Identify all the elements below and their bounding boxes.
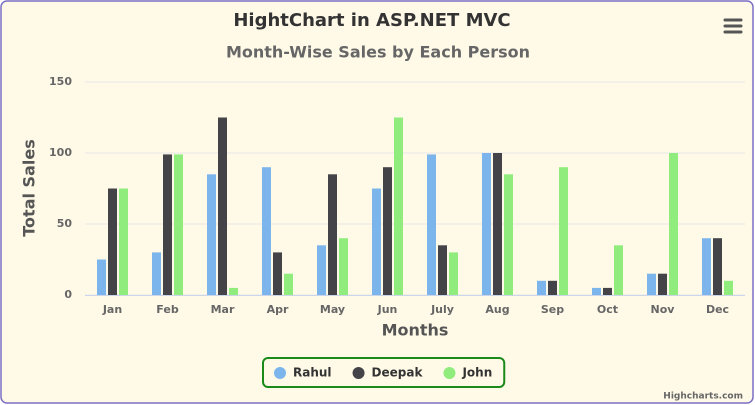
- bar: [394, 117, 403, 295]
- x-tick-label: Feb: [156, 303, 179, 316]
- bar: [97, 259, 106, 295]
- x-tick-label: July: [430, 303, 454, 316]
- menu-button[interactable]: [723, 16, 743, 36]
- x-tick-label: Jan: [102, 303, 122, 316]
- x-axis-title: Months: [382, 321, 449, 340]
- legend-item[interactable]: Rahul: [274, 366, 332, 380]
- x-tick-label: Mar: [211, 303, 235, 316]
- bar: [427, 154, 436, 295]
- bar: [647, 273, 656, 295]
- x-tick-label: Apr: [267, 303, 289, 316]
- bar: [724, 280, 733, 295]
- bar: [383, 167, 392, 295]
- x-tick-label: Oct: [597, 303, 618, 316]
- x-tick-label: Dec: [706, 303, 729, 316]
- bar: [372, 188, 381, 295]
- bar: [317, 245, 326, 295]
- legend-symbol[interactable]: [443, 367, 456, 379]
- legend-item[interactable]: Deepak: [352, 366, 424, 380]
- bar: [559, 167, 568, 295]
- y-tick-label: 0: [64, 288, 72, 301]
- bar: [713, 238, 722, 295]
- bar: [339, 238, 348, 295]
- bar: [603, 287, 612, 295]
- y-tick-label: 100: [49, 146, 72, 159]
- legend-label[interactable]: John: [461, 366, 492, 380]
- bar: [449, 252, 458, 295]
- chart-title: HightChart in ASP.NET MVC: [233, 10, 510, 31]
- bar: [229, 287, 238, 295]
- bar: [592, 287, 601, 295]
- menu-icon[interactable]: [723, 18, 743, 34]
- legend-symbol[interactable]: [352, 367, 365, 379]
- bar: [537, 280, 546, 295]
- credits[interactable]: Highcharts.com: [663, 392, 743, 402]
- legend: Rahul Deepak John: [262, 357, 506, 388]
- bar: [669, 153, 678, 295]
- bar: [328, 174, 337, 295]
- bar: [163, 154, 172, 295]
- legend-item[interactable]: John: [443, 366, 492, 380]
- bar: [119, 188, 128, 295]
- bar: [207, 174, 216, 295]
- y-tick-label: 50: [57, 217, 73, 230]
- bar: [702, 238, 711, 295]
- legend-label[interactable]: Rahul: [293, 366, 332, 380]
- y-tick-label: 150: [49, 75, 72, 88]
- bar: [548, 280, 557, 295]
- bar: [284, 273, 293, 295]
- bar: [218, 117, 227, 295]
- x-tick-label: May: [320, 303, 345, 316]
- bar: [504, 174, 513, 295]
- x-tick-label: Jun: [377, 303, 398, 316]
- bar: [658, 273, 667, 295]
- x-tick-label: Sep: [541, 303, 564, 316]
- bar: [482, 153, 491, 295]
- legend-label[interactable]: Deepak: [372, 366, 424, 380]
- bar: [262, 167, 271, 295]
- x-tick-label: Nov: [651, 303, 676, 316]
- bar: [493, 153, 502, 295]
- bar: [438, 245, 447, 295]
- legend-symbol[interactable]: [274, 367, 286, 379]
- chart-subtitle: Month-Wise Sales by Each Person: [226, 43, 530, 62]
- bar: [614, 245, 623, 295]
- bar: [273, 252, 282, 295]
- legend-box: [262, 357, 506, 388]
- bar: [108, 188, 117, 295]
- x-tick-label: Aug: [485, 303, 509, 316]
- y-axis-title: Total Sales: [20, 139, 39, 236]
- bar: [152, 252, 161, 295]
- bar: [174, 154, 183, 295]
